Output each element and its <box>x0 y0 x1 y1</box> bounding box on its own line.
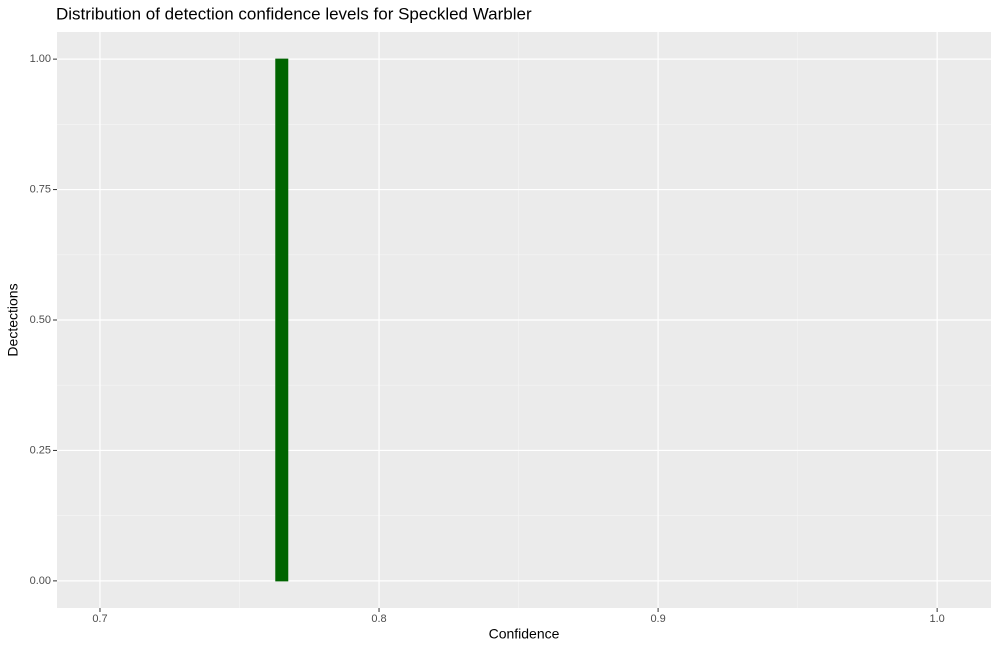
chart-title: Distribution of detection confidence lev… <box>56 4 532 23</box>
x-tick-label: 0.8 <box>371 613 386 625</box>
y-axis-title: Dectections <box>5 283 21 356</box>
bar <box>275 58 289 582</box>
y-tick-label: 0.75 <box>30 183 51 195</box>
y-tick-label: 0.25 <box>30 444 51 456</box>
x-axis-title: Confidence <box>489 626 560 642</box>
y-tick-label: 0.50 <box>30 314 51 326</box>
x-tick-label: 1.0 <box>929 613 944 625</box>
x-tick-label: 0.7 <box>92 613 107 625</box>
x-tick-label: 0.9 <box>650 613 665 625</box>
y-tick-label: 1.00 <box>30 53 51 65</box>
y-tick-label: 0.00 <box>30 575 51 587</box>
